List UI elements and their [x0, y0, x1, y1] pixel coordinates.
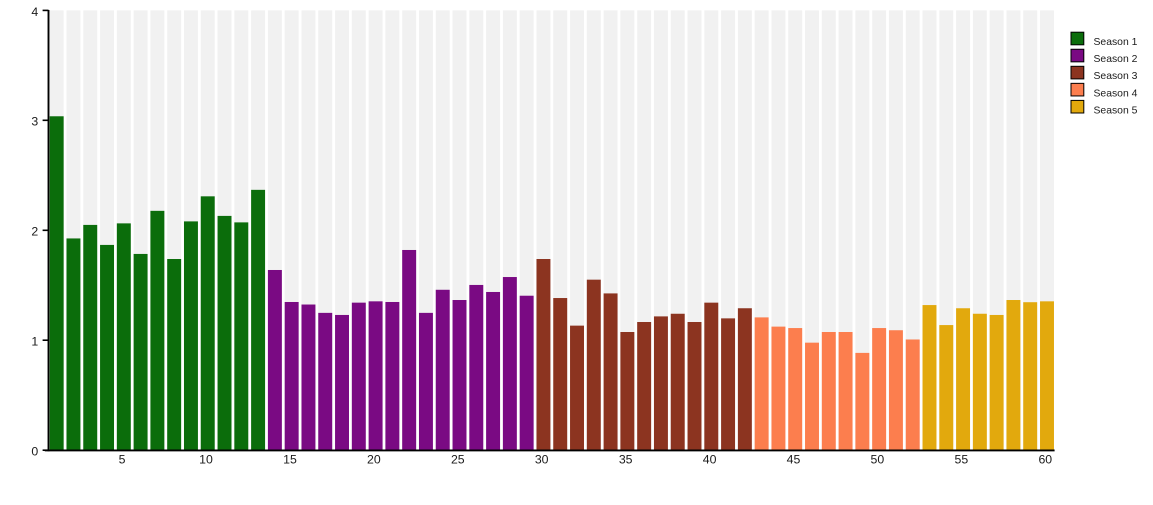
- svg-text:40: 40: [703, 452, 717, 466]
- svg-text:25: 25: [451, 452, 465, 466]
- svg-text:2: 2: [31, 225, 38, 239]
- svg-text:Season 4: Season 4: [1094, 88, 1138, 99]
- svg-text:45: 45: [787, 452, 801, 466]
- svg-text:10: 10: [199, 452, 213, 466]
- svg-text:55: 55: [955, 452, 969, 466]
- svg-text:Season 5: Season 5: [1094, 105, 1138, 116]
- svg-text:Season 3: Season 3: [1094, 71, 1138, 82]
- svg-text:Season 1: Season 1: [1094, 37, 1138, 48]
- svg-text:3: 3: [31, 115, 38, 129]
- svg-text:1: 1: [31, 335, 38, 349]
- svg-text:50: 50: [871, 452, 885, 466]
- svg-text:60: 60: [1038, 452, 1052, 466]
- svg-text:5: 5: [119, 452, 126, 466]
- svg-text:Season 2: Season 2: [1094, 54, 1138, 65]
- svg-text:4: 4: [31, 5, 38, 19]
- svg-text:30: 30: [535, 452, 549, 466]
- svg-text:0: 0: [31, 445, 38, 459]
- svg-text:20: 20: [367, 452, 381, 466]
- svg-text:15: 15: [283, 452, 297, 466]
- svg-text:35: 35: [619, 452, 633, 466]
